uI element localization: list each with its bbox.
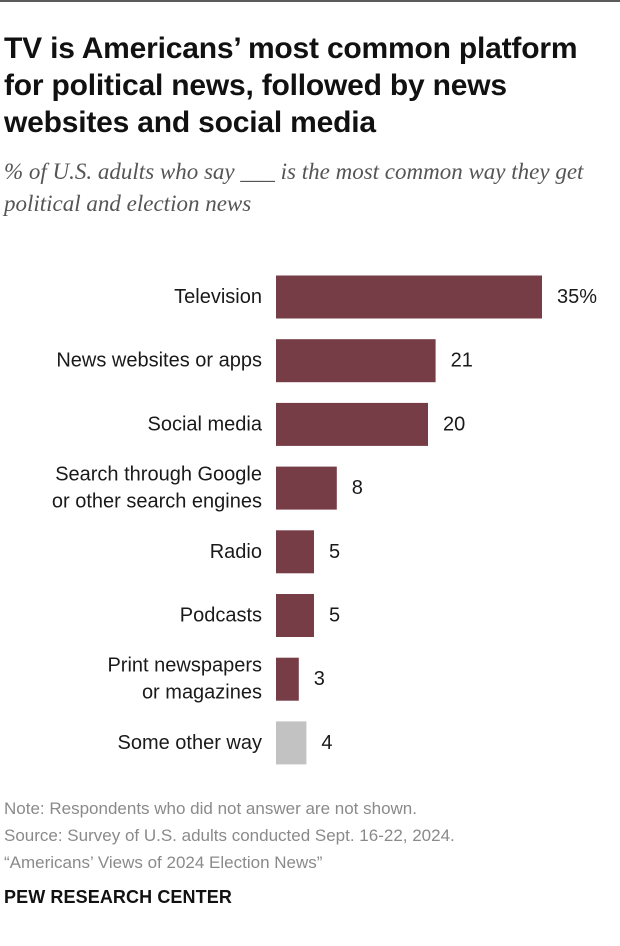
value-label: 5 [329, 541, 340, 563]
value-label: 8 [352, 477, 363, 499]
value-label: 5 [329, 605, 340, 627]
bar [276, 721, 307, 765]
source-text: Source: Survey of U.S. adults conducted … [4, 826, 455, 845]
value-label: 3 [314, 668, 325, 690]
bar [276, 402, 428, 446]
bar [276, 466, 337, 510]
bar-chart: Television 35% News websites or apps 21 Soci… [52, 275, 597, 765]
bars-group: Television 35% News websites or apps 21 Soci… [52, 275, 597, 765]
category-label: Print newspapers [107, 655, 262, 677]
bar [276, 657, 299, 701]
bar [276, 594, 314, 637]
bar [276, 530, 314, 574]
top-rule [0, 0, 620, 2]
chart-notes: Note: Respondents who did not answer are… [4, 795, 616, 876]
category-label: News websites or apps [56, 350, 262, 372]
value-label: 4 [321, 732, 332, 754]
note-text: Note: Respondents who did not answer are… [4, 799, 417, 818]
bar [276, 339, 436, 383]
category-label: or other search engines [52, 491, 262, 513]
report-text: “Americans’ Views of 2024 Election News” [4, 853, 323, 872]
value-label: 20 [443, 413, 465, 435]
category-label: Podcasts [180, 605, 262, 627]
category-label: Radio [210, 541, 262, 563]
pew-research-center-logo: PEW RESEARCH CENTER [4, 887, 232, 907]
category-label: Some other way [117, 732, 262, 754]
category-label: Social media [147, 413, 262, 435]
chart-subtitle: % of U.S. adults who say ___ is the most… [4, 159, 584, 216]
bar [276, 275, 542, 319]
value-label: 35% [557, 286, 597, 308]
value-label: 21 [451, 350, 473, 372]
category-label: or magazines [142, 682, 262, 704]
category-label: Search through Google [55, 464, 262, 486]
chart-title: TV is Americans’ most common platform fo… [4, 32, 578, 139]
category-label: Television [174, 286, 262, 308]
